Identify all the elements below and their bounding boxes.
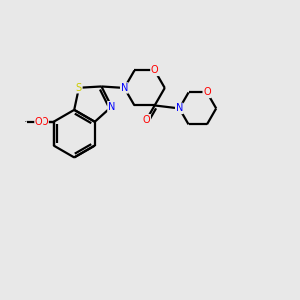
Text: O: O	[151, 65, 158, 75]
Text: methoxy: methoxy	[25, 121, 31, 122]
Text: S: S	[76, 83, 82, 93]
Text: O: O	[40, 117, 48, 127]
Text: N: N	[176, 103, 183, 113]
Text: O: O	[203, 88, 211, 98]
Text: N: N	[108, 102, 115, 112]
Text: N: N	[121, 83, 128, 93]
Text: O: O	[143, 115, 150, 124]
Text: O: O	[35, 117, 43, 127]
